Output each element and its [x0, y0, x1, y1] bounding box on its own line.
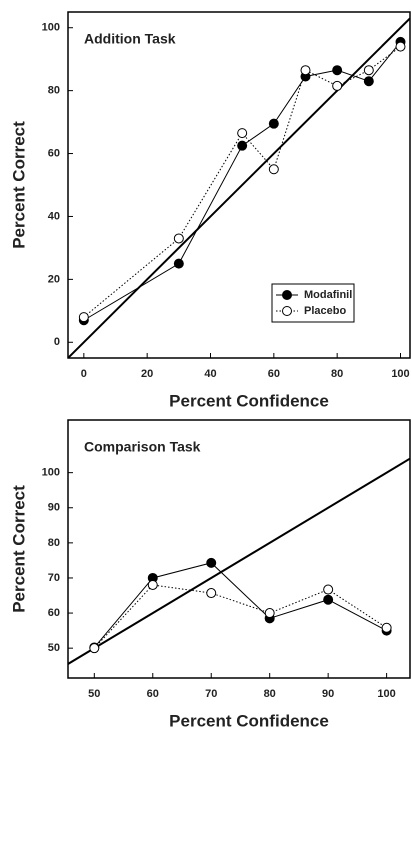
data-point [268, 118, 279, 129]
data-point [173, 258, 184, 269]
plot-frame [67, 11, 411, 359]
x-tick-label: 100 [377, 688, 395, 700]
y-tick-label: 0 [54, 336, 60, 348]
data-point [332, 80, 343, 91]
x-tick-label: 90 [322, 688, 334, 700]
y-tick-label: 100 [42, 467, 60, 479]
x-tick-label: 40 [204, 368, 216, 380]
y-tick-label: 50 [48, 642, 60, 654]
chart-title: Addition Task [84, 31, 176, 47]
y-tick-label: 90 [48, 502, 60, 514]
data-point [206, 588, 217, 599]
data-point [173, 233, 184, 244]
data-point [381, 622, 392, 633]
legend: Modafinil Placebo [271, 283, 355, 323]
series-line [93, 584, 387, 649]
x-tick-label: 20 [141, 368, 153, 380]
data-point [89, 643, 100, 654]
series-line [83, 46, 401, 318]
y-tick-label: 60 [48, 147, 60, 159]
data-point [363, 76, 374, 87]
data-point [395, 41, 406, 52]
legend-marker [282, 290, 292, 300]
y-axis-label: Percent Correct [9, 121, 28, 249]
y-tick-label: 40 [48, 210, 60, 222]
x-tick-label: 0 [81, 368, 87, 380]
identity-line [68, 17, 410, 358]
x-tick-label: 80 [264, 688, 276, 700]
y-tick-label: 80 [48, 537, 60, 549]
data-point [237, 128, 248, 139]
x-tick-label: 80 [331, 368, 343, 380]
legend-marker [282, 306, 292, 316]
x-axis-label: Percent Confidence [169, 391, 329, 410]
data-point [332, 65, 343, 76]
identity-line [68, 457, 410, 665]
x-axis-label: Percent Confidence [169, 711, 329, 730]
chart-title: Comparison Task [84, 439, 201, 455]
chart: 0 20 40 60 80 100 0 20 40 60 80 100 Percent Confiden… [9, 11, 411, 410]
data-point [78, 312, 89, 323]
data-point [147, 579, 158, 590]
data-point [300, 65, 311, 76]
legend-label: Modafinil [304, 289, 352, 301]
y-tick-label: 100 [42, 22, 60, 34]
series-line [93, 562, 387, 648]
data-point [268, 164, 279, 175]
y-tick-label: 20 [48, 273, 60, 285]
y-tick-label: 70 [48, 572, 60, 584]
data-point [237, 140, 248, 151]
x-tick-label: 100 [391, 368, 409, 380]
y-axis-label: Percent Correct [9, 485, 28, 613]
chart: 50 60 70 80 90 100 50 60 70 80 90 100 Percent Confid… [9, 419, 411, 730]
x-tick-label: 50 [88, 688, 100, 700]
x-tick-label: 60 [147, 688, 159, 700]
x-tick-label: 70 [205, 688, 217, 700]
y-tick-label: 80 [48, 85, 60, 97]
data-point [323, 584, 334, 595]
data-point [264, 608, 275, 619]
data-point [323, 594, 334, 605]
y-tick-label: 60 [48, 607, 60, 619]
x-tick-label: 60 [268, 368, 280, 380]
data-point [206, 557, 217, 568]
series-line [83, 41, 401, 321]
data-point [363, 65, 374, 76]
legend-label: Placebo [304, 305, 346, 317]
plot-frame [67, 419, 411, 679]
